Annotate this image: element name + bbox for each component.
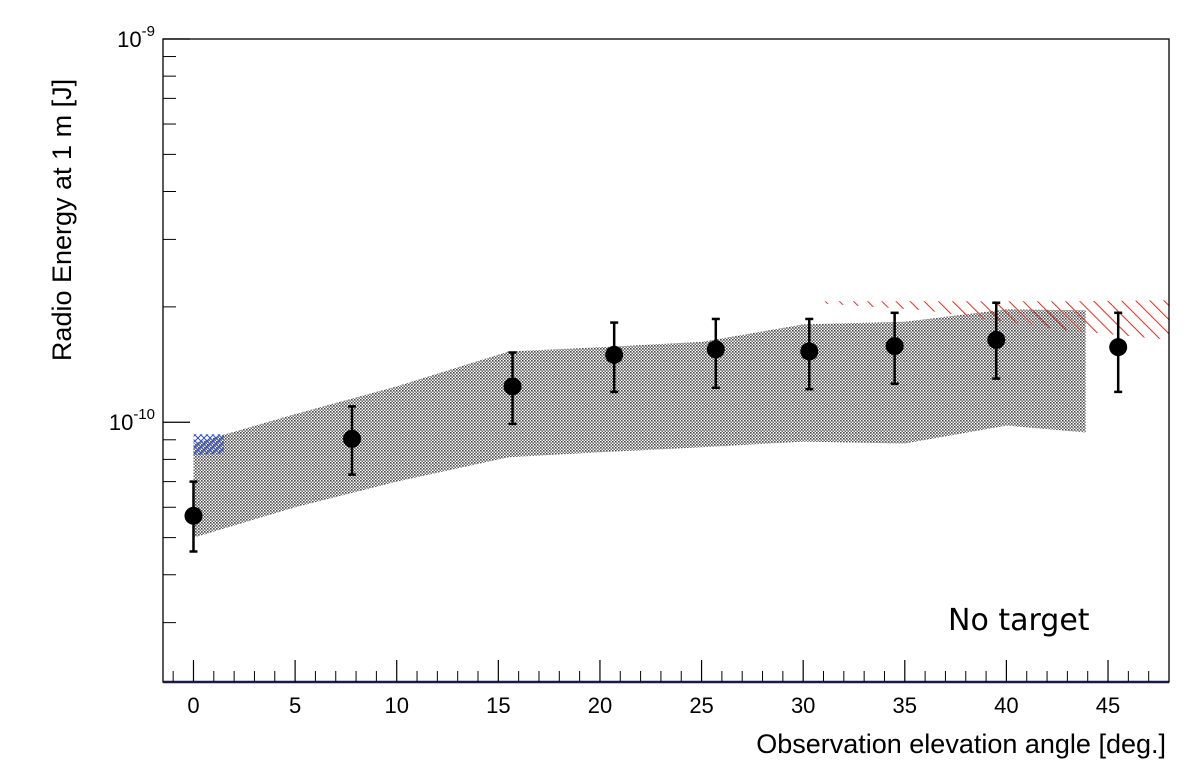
- x-axis-title: Observation elevation angle [deg.]: [756, 729, 1166, 759]
- data-point-1: [343, 429, 362, 448]
- data-point-6: [885, 337, 904, 356]
- x-tick-label-6: 30: [791, 693, 815, 718]
- x-tick-label-5: 25: [689, 693, 713, 718]
- y-tick-label-0: 10-10: [109, 406, 155, 435]
- data-point-5: [800, 342, 819, 361]
- data-point-7: [987, 330, 1006, 349]
- data-point-4: [706, 340, 725, 359]
- band-0: [193, 309, 1086, 538]
- data-point-3: [605, 345, 624, 364]
- x-tick-label-3: 15: [486, 693, 510, 718]
- band-2: [193, 434, 224, 456]
- x-tick-label-8: 40: [994, 693, 1018, 718]
- data-point-0: [184, 506, 203, 525]
- x-tick-label-2: 10: [384, 693, 408, 718]
- bands-layer: [193, 300, 1169, 538]
- ticks-layer: 0 5 10 15 20 25 30 35 40 45 10-10 10-9: [109, 23, 1170, 718]
- x-tick-label-7: 35: [893, 693, 917, 718]
- axes: [162, 38, 1170, 684]
- data-point-8: [1109, 338, 1128, 357]
- x-tick-label-0: 0: [187, 693, 199, 718]
- x-tick-label-9: 45: [1096, 693, 1120, 718]
- y-axis-title: Radio Energy at 1 m [J]: [47, 79, 77, 361]
- x-tick-label-4: 20: [588, 693, 612, 718]
- y-tick-label-1: 10-9: [117, 23, 155, 52]
- data-point-2: [503, 377, 522, 396]
- no-target-annotation: No target: [948, 603, 1090, 638]
- points-layer: [184, 301, 1128, 553]
- x-tick-label-1: 5: [289, 693, 301, 718]
